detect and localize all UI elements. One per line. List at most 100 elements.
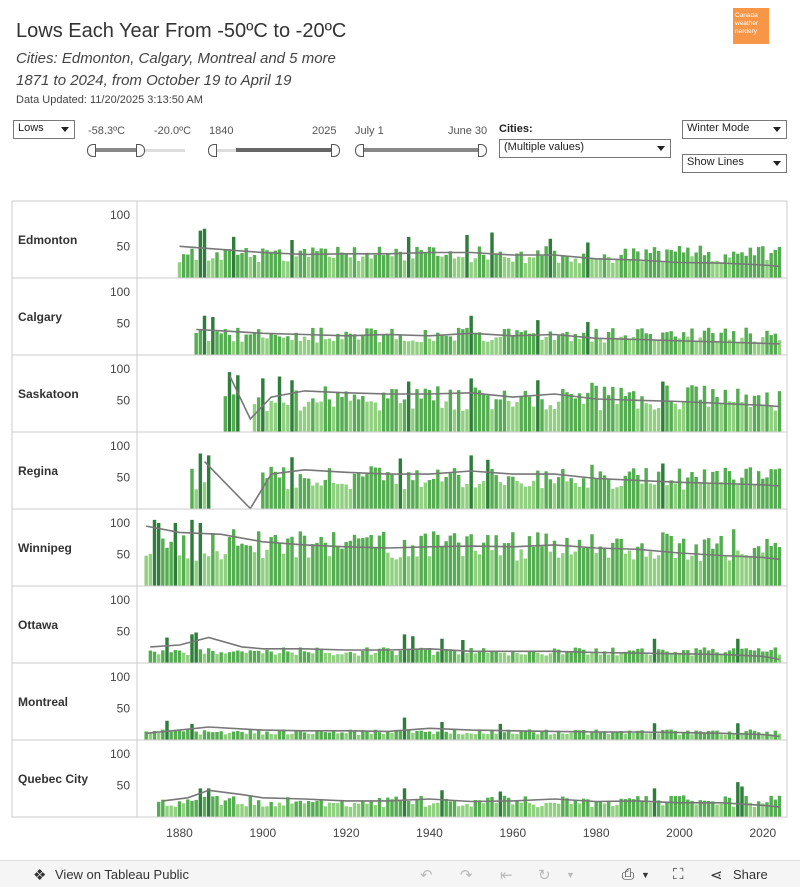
bar[interactable]: [336, 803, 340, 817]
bar[interactable]: [536, 320, 540, 355]
bar[interactable]: [573, 483, 578, 509]
bar[interactable]: [656, 408, 661, 432]
bar[interactable]: [481, 394, 486, 432]
bar[interactable]: [481, 480, 486, 509]
bar[interactable]: [531, 257, 536, 278]
bar[interactable]: [665, 729, 669, 740]
bar[interactable]: [577, 539, 582, 586]
bar[interactable]: [440, 638, 444, 663]
bar[interactable]: [744, 327, 748, 355]
bar[interactable]: [265, 250, 269, 278]
bar[interactable]: [261, 806, 265, 817]
bar[interactable]: [148, 650, 153, 663]
bar[interactable]: [381, 334, 386, 355]
bar[interactable]: [165, 547, 169, 586]
bar[interactable]: [244, 334, 248, 355]
bar[interactable]: [477, 390, 482, 432]
bar[interactable]: [636, 796, 640, 817]
bar[interactable]: [494, 651, 498, 663]
bar[interactable]: [419, 486, 423, 509]
bar[interactable]: [523, 330, 528, 355]
bar[interactable]: [419, 647, 423, 663]
bar[interactable]: [727, 257, 732, 278]
bar[interactable]: [556, 730, 561, 740]
bar[interactable]: [581, 253, 586, 278]
bar[interactable]: [323, 248, 328, 278]
bar[interactable]: [698, 731, 703, 740]
bar[interactable]: [606, 654, 611, 663]
bar[interactable]: [256, 397, 261, 432]
bar[interactable]: [352, 730, 357, 740]
bar[interactable]: [444, 254, 448, 278]
bar[interactable]: [431, 400, 436, 432]
bar[interactable]: [552, 802, 557, 817]
bar[interactable]: [773, 469, 778, 509]
bar[interactable]: [577, 263, 582, 278]
bar[interactable]: [686, 559, 690, 586]
bar[interactable]: [611, 731, 615, 740]
bar[interactable]: [602, 475, 607, 509]
bar[interactable]: [648, 802, 653, 817]
bar[interactable]: [736, 782, 740, 817]
bar[interactable]: [277, 543, 282, 586]
bar[interactable]: [561, 333, 565, 355]
bar[interactable]: [598, 654, 603, 663]
bar[interactable]: [386, 648, 390, 663]
bar[interactable]: [731, 806, 736, 817]
bar[interactable]: [302, 478, 307, 509]
bar[interactable]: [436, 802, 440, 817]
bar[interactable]: [406, 381, 411, 432]
refresh-icon[interactable]: ↻: [538, 867, 551, 884]
bar[interactable]: [673, 557, 678, 586]
bar[interactable]: [427, 556, 432, 586]
bar[interactable]: [306, 339, 311, 355]
bar[interactable]: [377, 648, 382, 663]
bar[interactable]: [577, 803, 582, 817]
bar[interactable]: [302, 406, 307, 432]
bar[interactable]: [565, 651, 569, 663]
bar[interactable]: [452, 340, 457, 355]
bar[interactable]: [223, 329, 228, 355]
bar[interactable]: [444, 649, 448, 663]
bar[interactable]: [473, 550, 478, 586]
lows-chart[interactable]: Edmonton 50 100 Calgary 50 100 Saskatoon 50 100 R…: [0, 0, 800, 860]
bar[interactable]: [469, 648, 473, 663]
bar[interactable]: [277, 653, 282, 663]
bar[interactable]: [619, 798, 623, 817]
bar[interactable]: [323, 479, 328, 509]
bar[interactable]: [740, 337, 744, 355]
bar[interactable]: [544, 802, 548, 817]
bar[interactable]: [494, 733, 498, 740]
bar[interactable]: [715, 543, 719, 586]
bar[interactable]: [519, 730, 523, 740]
bar[interactable]: [219, 731, 223, 740]
bar[interactable]: [694, 476, 698, 509]
bar[interactable]: [406, 801, 411, 817]
bar[interactable]: [523, 263, 528, 278]
bar[interactable]: [548, 405, 553, 432]
bar[interactable]: [223, 554, 228, 586]
bar[interactable]: [427, 649, 432, 663]
bar[interactable]: [627, 392, 632, 432]
bar[interactable]: [673, 336, 678, 355]
bar[interactable]: [440, 722, 444, 740]
bar[interactable]: [281, 647, 286, 663]
bar[interactable]: [544, 409, 548, 432]
bar[interactable]: [556, 803, 561, 817]
bar[interactable]: [502, 328, 507, 355]
bar[interactable]: [240, 651, 244, 663]
bar[interactable]: [490, 468, 494, 509]
bar[interactable]: [415, 648, 419, 663]
bar[interactable]: [390, 256, 394, 278]
bar[interactable]: [502, 652, 507, 663]
bar[interactable]: [661, 381, 665, 432]
bar[interactable]: [411, 408, 415, 432]
bar[interactable]: [640, 730, 644, 740]
bar[interactable]: [573, 398, 578, 432]
bar[interactable]: [190, 519, 194, 586]
bar[interactable]: [702, 647, 707, 663]
bar[interactable]: [777, 733, 782, 740]
bar[interactable]: [515, 481, 519, 509]
bar[interactable]: [236, 650, 240, 663]
bar[interactable]: [723, 254, 728, 278]
